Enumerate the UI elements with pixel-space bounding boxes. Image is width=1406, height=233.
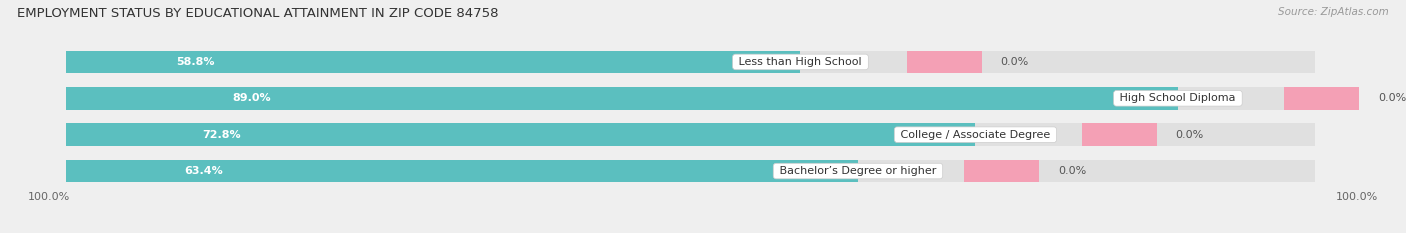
Text: Bachelor’s Degree or higher: Bachelor’s Degree or higher [776,166,939,176]
Bar [66,87,1178,110]
Text: 100.0%: 100.0% [1336,192,1378,202]
Text: High School Diploma: High School Diploma [1116,93,1240,103]
Bar [66,123,976,146]
Text: 0.0%: 0.0% [1001,57,1029,67]
Bar [66,160,858,182]
Bar [66,87,1316,110]
Bar [907,51,981,73]
Text: College / Associate Degree: College / Associate Degree [897,130,1054,140]
Text: 89.0%: 89.0% [232,93,271,103]
Text: 63.4%: 63.4% [184,166,224,176]
Bar [965,160,1039,182]
Bar [66,160,1316,182]
Text: 72.8%: 72.8% [202,130,240,140]
Bar [1284,87,1360,110]
Text: 0.0%: 0.0% [1378,93,1406,103]
Bar [66,51,1316,73]
Text: Source: ZipAtlas.com: Source: ZipAtlas.com [1278,7,1389,17]
Text: 58.8%: 58.8% [176,57,214,67]
Text: EMPLOYMENT STATUS BY EDUCATIONAL ATTAINMENT IN ZIP CODE 84758: EMPLOYMENT STATUS BY EDUCATIONAL ATTAINM… [17,7,498,20]
Text: 0.0%: 0.0% [1175,130,1204,140]
Text: 0.0%: 0.0% [1057,166,1087,176]
Text: Less than High School: Less than High School [735,57,866,67]
Bar [1081,123,1157,146]
Bar [66,123,1316,146]
Text: 100.0%: 100.0% [28,192,70,202]
Bar [66,51,800,73]
